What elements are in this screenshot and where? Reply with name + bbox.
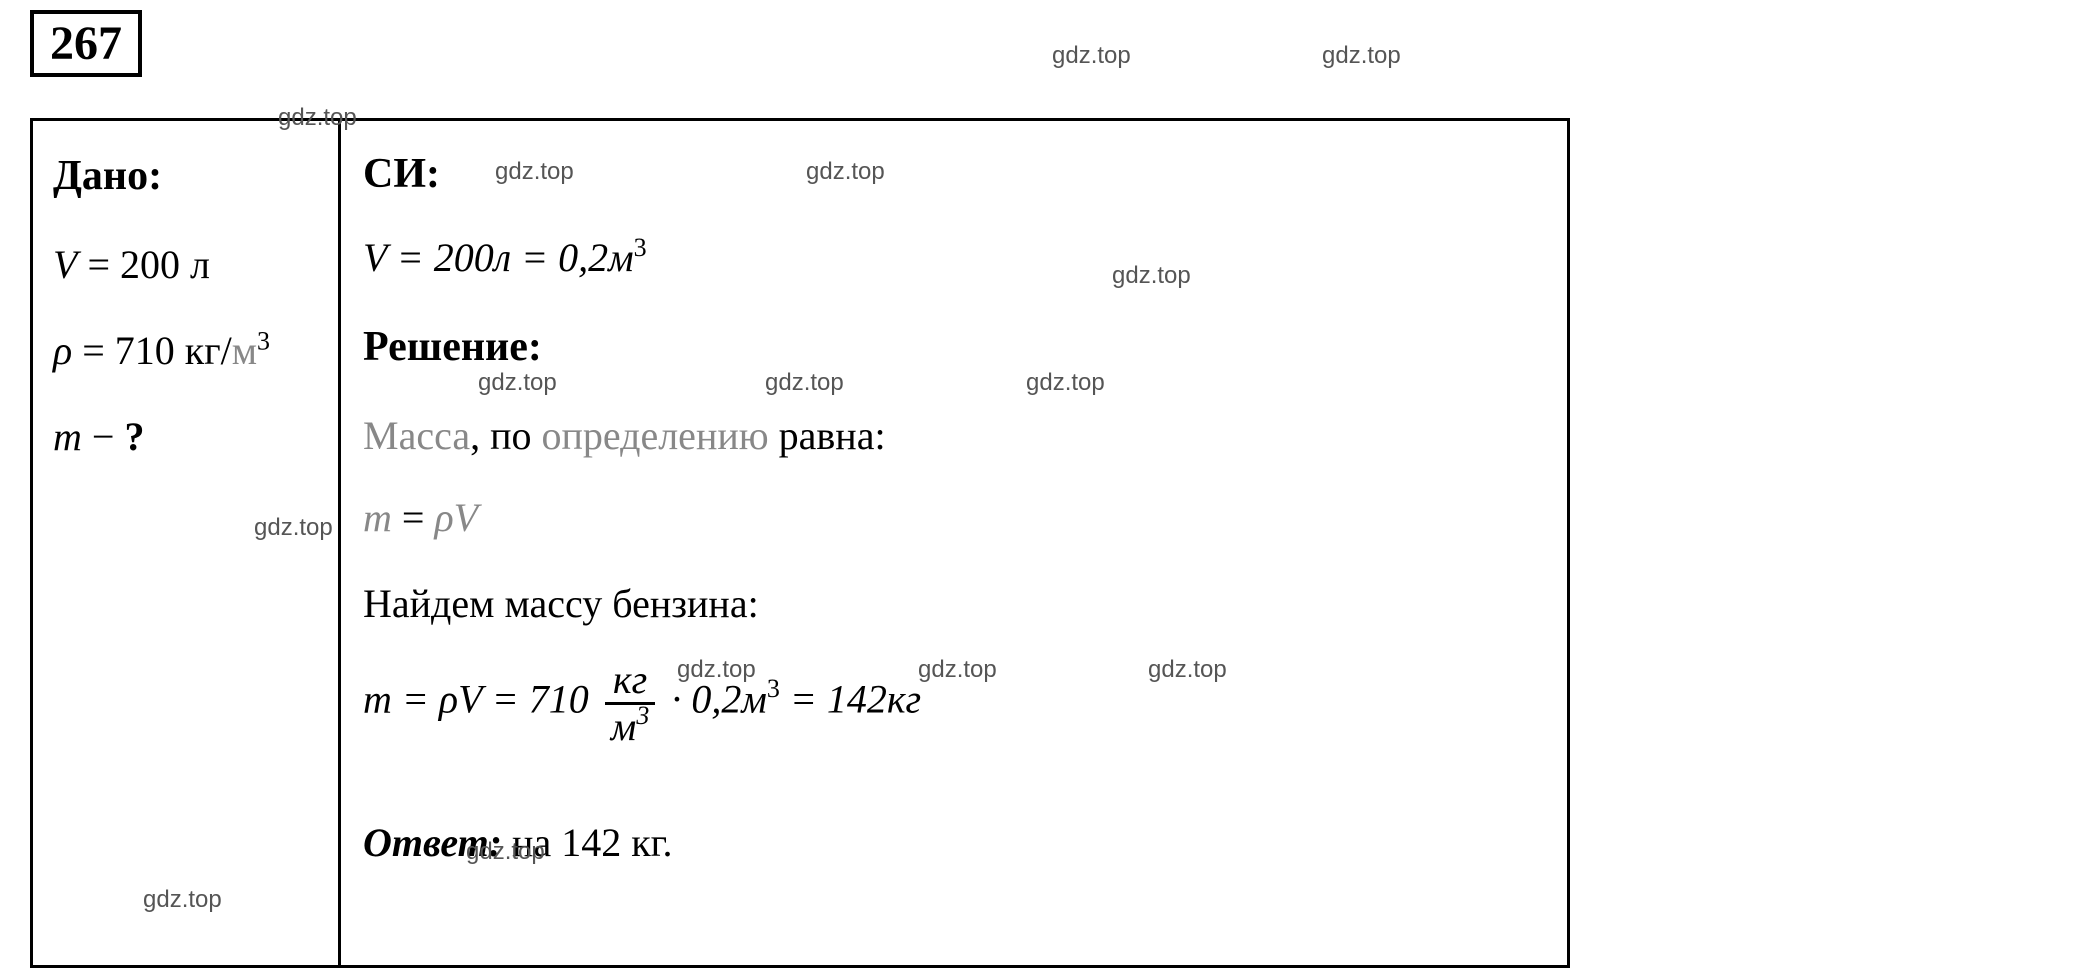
t1p1: Масса [363,413,470,458]
f2-lead: m = ρV = 710 [363,676,589,721]
watermark: gdz.top [677,656,756,684]
formula-mass-def: m = ρV [363,484,1545,552]
problem-number-box: 267 [30,10,142,77]
watermark: gdz.top [478,369,557,397]
given-line: m − ? [53,401,318,473]
watermark: gdz.top [278,104,357,132]
f2-den: м3 [605,705,656,749]
watermark: gdz.top [765,369,844,397]
si-exp: 3 [634,233,647,262]
solution-table: Дано: V = 200 лρ = 710 кг/м3m − ? СИ: V … [30,118,1570,968]
watermark: gdz.top [1112,262,1191,290]
given-line: ρ = 710 кг/м3 [53,315,318,387]
watermark: gdz.top [495,158,574,186]
t1p4: равна: [769,413,886,458]
given-lines: V = 200 л ρ = 710 кг/м3 m − ? [53,229,318,473]
f2-fraction: кг м3 [605,658,656,749]
f2-tail: = 142кг [780,676,921,721]
solution-text-2: Найдем массу бензина: [363,570,1545,638]
given-column: Дано: V = 200 л ρ = 710 кг/м3 m − ? [33,121,341,965]
si-formula-text: V = 200л = 0,2м [363,235,634,280]
t1p3: определению [541,413,768,458]
watermark: gdz.top [918,656,997,684]
watermark: gdz.top [1322,42,1401,70]
watermark: gdz.top [1148,656,1227,684]
problem-number: 267 [50,17,122,70]
solution-text-1: Масса, по определению равна: [363,402,1545,470]
f2-mid-exp: 3 [767,674,780,703]
watermark: gdz.top [254,514,333,542]
t1p2: , по [470,413,541,458]
given-line: V = 200 л [53,229,318,301]
watermark: gdz.top [143,886,222,914]
watermark: gdz.top [1026,369,1105,397]
f2-num: кг [605,658,656,705]
watermark: gdz.top [1052,42,1131,70]
watermark: gdz.top [806,158,885,186]
si-conversion: V = 200л = 0,2м3 [363,224,1545,292]
given-heading: Дано: [53,139,318,215]
watermark: gdz.top [466,838,545,866]
